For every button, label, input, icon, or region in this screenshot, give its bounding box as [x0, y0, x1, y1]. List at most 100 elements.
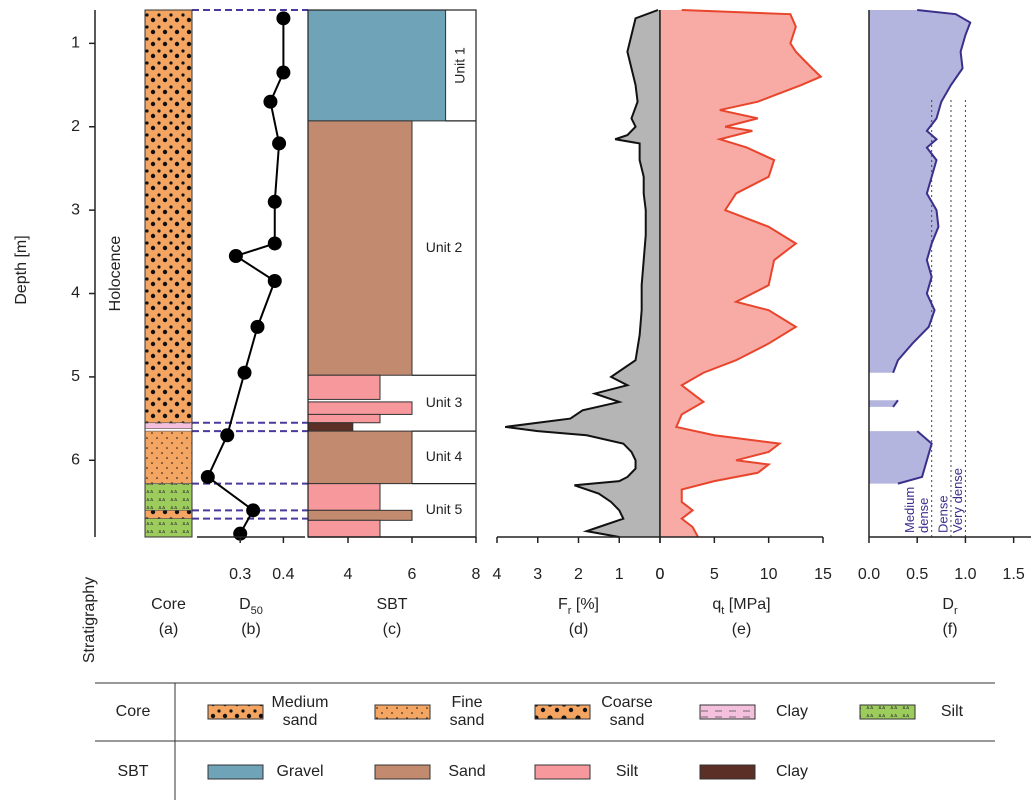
- x-tick-label: 1.0: [954, 566, 976, 583]
- legend-swatch: [700, 705, 755, 719]
- data-point: [220, 428, 234, 442]
- panel-label: (f): [942, 621, 957, 638]
- legend-label: Clay: [776, 703, 808, 720]
- sbt-block: [308, 10, 446, 121]
- legend-row-label: Core: [116, 703, 151, 720]
- core-layer: [145, 519, 192, 537]
- x-tick-label: 1.5: [1003, 566, 1025, 583]
- x-tick-label: 8: [472, 566, 481, 583]
- legend-swatch: [535, 765, 590, 779]
- label-main: D: [239, 596, 251, 613]
- x-tick-label: 0.4: [272, 566, 294, 583]
- x-axis-label: Stratigraphy: [81, 577, 98, 663]
- x-axis-label: D50: [239, 596, 263, 617]
- core-layer: [145, 423, 192, 429]
- unit-label: Unit 3: [426, 394, 463, 410]
- y-tick-label: 4: [71, 285, 80, 302]
- panel-label: (e): [732, 621, 752, 638]
- unit-label: Unit 4: [426, 448, 463, 464]
- label-main: D: [942, 596, 954, 613]
- legend-swatch: [860, 705, 915, 719]
- threshold-label: Dense: [935, 495, 950, 533]
- legend-swatch: [208, 765, 263, 779]
- unit-label: Unit 5: [426, 501, 463, 517]
- x-axis-label: Dr: [942, 596, 958, 617]
- legend-swatch: [535, 705, 590, 719]
- legend-label: Silt: [941, 703, 964, 720]
- legend-label: Silt: [616, 763, 639, 780]
- legend-label: Clay: [776, 763, 808, 780]
- sbt-block: [308, 510, 412, 520]
- x-axis-label: SBT: [376, 596, 407, 613]
- legend-swatch: [700, 765, 755, 779]
- x-axis-label: Core: [151, 596, 186, 613]
- x-tick-label: 1: [615, 566, 624, 583]
- x-tick-label: 0.5: [906, 566, 928, 583]
- threshold-label: Medium: [902, 487, 917, 533]
- y-tick-label: 2: [71, 118, 80, 135]
- profile-line: [505, 10, 658, 537]
- sbt-block: [308, 431, 412, 484]
- core-layer: [145, 484, 192, 511]
- legend-swatch: [375, 705, 430, 719]
- panel-label: (c): [383, 621, 402, 638]
- label-unit: [MPa]: [724, 596, 770, 613]
- figure: ᐞᐞ 123456Depth [m]HolocenceStratigraphyC…: [0, 0, 1035, 800]
- data-point: [276, 11, 290, 25]
- y-tick-label: 1: [71, 35, 80, 52]
- x-tick-label: 4: [493, 566, 502, 583]
- x-tick-label: 5: [710, 566, 719, 583]
- legend-label: Medium: [272, 694, 329, 711]
- sbt-block: [308, 423, 353, 431]
- x-tick-label: 2: [574, 566, 583, 583]
- data-point: [268, 236, 282, 250]
- legend-label: sand: [283, 712, 318, 729]
- x-tick-label: 3: [533, 566, 542, 583]
- core-layer: [145, 10, 192, 423]
- sbt-block: [308, 121, 412, 375]
- y-axis-label: Depth [m]: [13, 235, 30, 304]
- data-point: [268, 195, 282, 209]
- sbt-block: [308, 520, 380, 537]
- unit-label: Unit 2: [426, 239, 463, 255]
- data-point: [229, 249, 243, 263]
- profile-fill: [869, 10, 970, 373]
- data-point: [201, 470, 215, 484]
- core-layer: [145, 431, 192, 484]
- stratigraphy-label: Holocence: [107, 236, 124, 312]
- legend-label: sand: [450, 712, 485, 729]
- x-axis-label: Fr [%]: [558, 596, 599, 617]
- data-point: [238, 366, 252, 380]
- label-sub: r: [954, 605, 958, 617]
- unit-label: Unit 1: [452, 47, 468, 84]
- threshold-label: Very dense: [950, 468, 965, 533]
- legend-row-label: SBT: [117, 763, 148, 780]
- x-tick-label: 4: [344, 566, 353, 583]
- core-layer: [145, 510, 192, 518]
- panel-label: (a): [159, 621, 179, 638]
- legend-label: Coarse: [601, 694, 653, 711]
- data-point: [246, 503, 260, 517]
- sbt-block: [308, 484, 380, 511]
- data-point: [250, 320, 264, 334]
- y-tick-label: 3: [71, 201, 80, 218]
- legend-label: Gravel: [276, 763, 323, 780]
- threshold-label: dense: [916, 498, 931, 533]
- x-tick-label: 0: [656, 566, 665, 583]
- x-tick-label: 10: [760, 566, 778, 583]
- profile-fill: [660, 10, 821, 537]
- x-tick-label: 6: [408, 566, 417, 583]
- x-tick-label: 15: [814, 566, 832, 583]
- legend-swatch: [208, 705, 263, 719]
- legend-swatch: [375, 765, 430, 779]
- sbt-block: [308, 414, 380, 422]
- data-point: [276, 66, 290, 80]
- sbt-block: [308, 402, 412, 415]
- legend-label: Fine: [451, 694, 482, 711]
- y-tick-label: 5: [71, 368, 80, 385]
- x-tick-label: 0.3: [229, 566, 251, 583]
- sbt-block: [308, 375, 380, 399]
- legend-label: Sand: [448, 763, 485, 780]
- y-tick-label: 6: [71, 452, 80, 469]
- panel-label: (b): [241, 621, 261, 638]
